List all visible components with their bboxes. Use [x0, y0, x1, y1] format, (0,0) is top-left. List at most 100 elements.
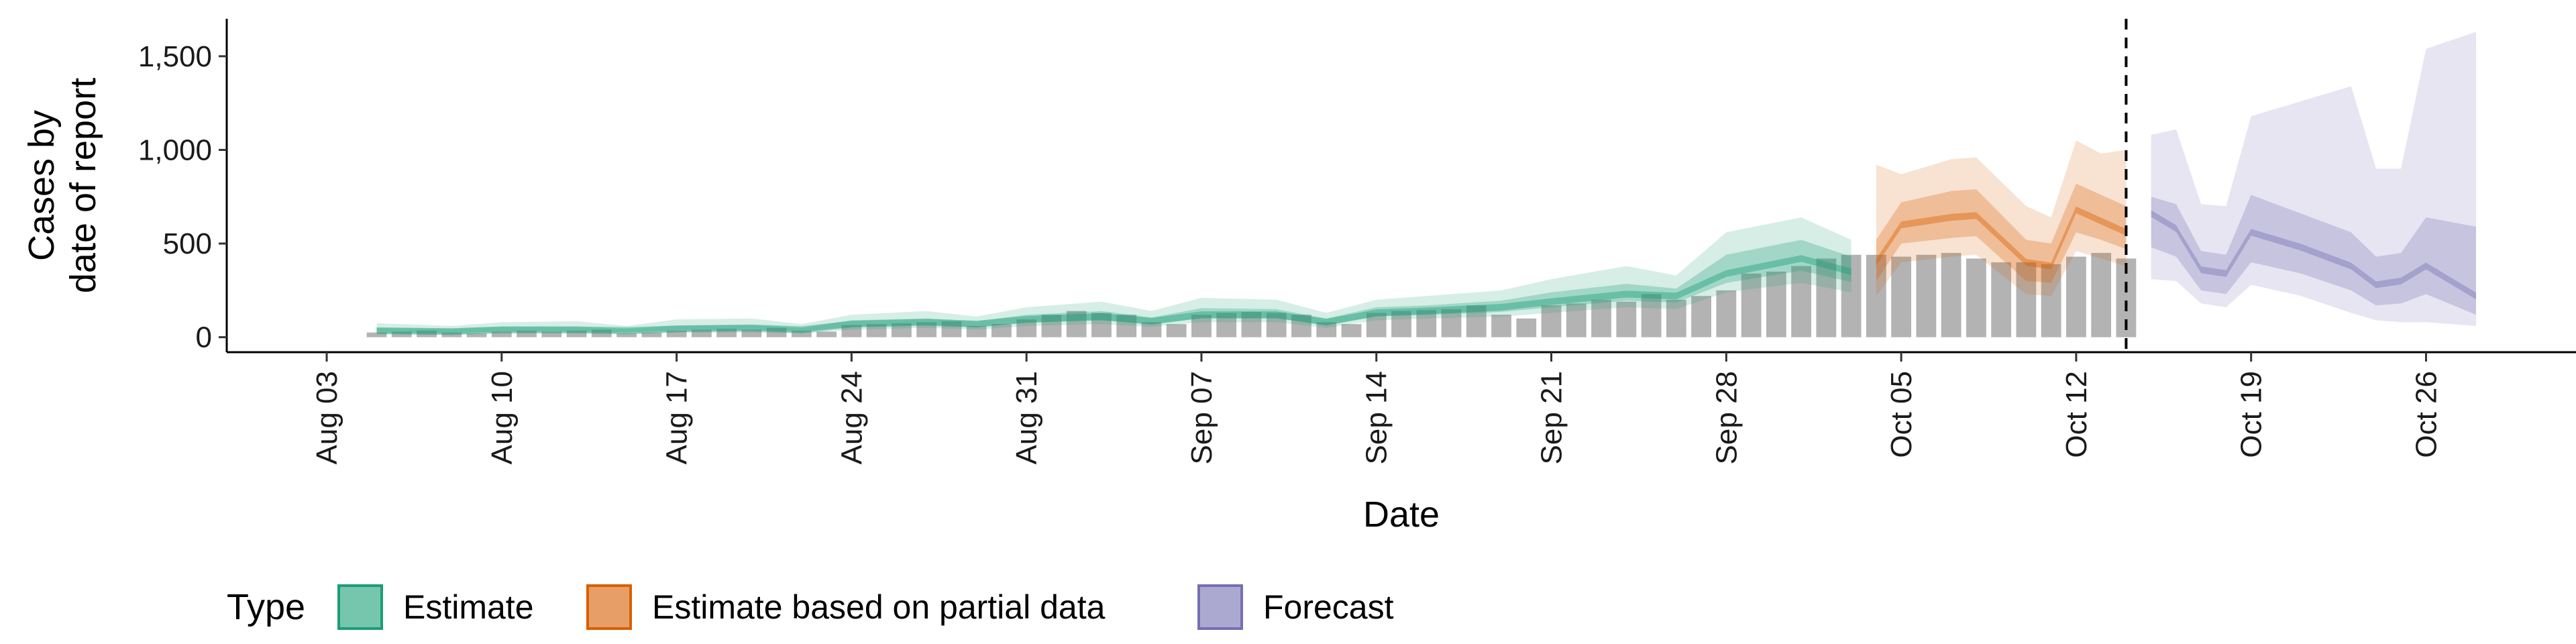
reported-cases-bar [916, 322, 937, 337]
reported-cases-bar [1516, 318, 1537, 337]
y-tick-label: 500 [163, 227, 212, 260]
reported-cases-bar [616, 333, 637, 337]
x-tick-label: Aug 24 [835, 371, 868, 464]
reported-cases-bar [391, 331, 412, 337]
reported-cases-bar [591, 329, 612, 337]
reported-cases-bar [1316, 322, 1337, 337]
reported-cases-bar [491, 331, 512, 337]
reported-cases-bar [441, 332, 462, 337]
x-axis-title: Date [1363, 494, 1440, 535]
reported-cases-bar [666, 330, 687, 337]
reported-cases-bar [866, 324, 887, 337]
x-tick-label: Oct 26 [2410, 371, 2443, 458]
reported-cases-bar [1366, 313, 1387, 337]
reported-cases-bar [641, 332, 662, 337]
reported-cases-bar [766, 327, 787, 337]
x-tick-label: Oct 19 [2235, 371, 2268, 458]
reported-cases-bar [841, 325, 862, 337]
estimate-band-50 [376, 239, 1851, 334]
reported-cases-bar [891, 323, 912, 337]
legend-key-forecast [1197, 584, 1243, 630]
reported-cases-bar [1566, 303, 1587, 337]
reported-cases-bar [1441, 309, 1462, 337]
reported-cases-bar [1741, 273, 1762, 337]
reported-cases-bar [1966, 258, 1986, 337]
y-tick-label: 1,500 [138, 40, 212, 73]
reported-cases-bar [1691, 296, 1711, 337]
y-axis-title-line: Cases by [21, 110, 62, 261]
reported-cases-bar [1866, 254, 1886, 337]
legend: Type Estimate Estimate based on partial d… [227, 584, 1394, 630]
legend-title: Type [227, 587, 305, 627]
reported-cases-bar [1791, 266, 1811, 337]
reported-cases-bar [1941, 253, 1962, 337]
reported-cases-bar [2016, 262, 2037, 337]
x-tick-label: Sep 14 [1360, 371, 1393, 464]
estimate-median-band [376, 255, 1851, 335]
reported-cases-bar [1841, 254, 1862, 337]
reported-cases-bar [1716, 290, 1737, 337]
x-tick-label: Aug 03 [311, 371, 343, 464]
forecast-band-50 [2151, 195, 2476, 315]
reported-cases-bar [1666, 299, 1686, 337]
reported-cases-bar [1216, 313, 1237, 337]
legend-label-estimate: Estimate [403, 588, 534, 626]
x-tick-label: Aug 31 [1010, 371, 1043, 464]
estimate-based-on-partial-data-median-band [1876, 206, 2127, 270]
y-tick-label: 0 [196, 321, 212, 354]
x-tick-label: Oct 05 [1885, 371, 1918, 458]
reported-cases-bar [517, 330, 537, 337]
reported-cases-bar [1541, 305, 1562, 337]
reported-cases-bar [1766, 271, 1786, 337]
reported-cases-bar [1816, 258, 1837, 337]
x-tick-label: Oct 12 [2060, 371, 2093, 458]
reported-cases-bar [1416, 310, 1437, 337]
reported-cases-bar [941, 321, 962, 337]
reported-cases-bar [1466, 305, 1487, 337]
reported-cases-bar [1491, 315, 1511, 337]
x-tick-label: Sep 07 [1185, 371, 1218, 464]
reported-cases-bar [1291, 315, 1311, 337]
y-axis-title: Cases bydate of report [21, 78, 103, 293]
estimate-ribbons [376, 32, 2476, 335]
reported-cases-bar [966, 325, 987, 337]
reported-cases-bar [1116, 315, 1137, 337]
y-axis-title-line: date of report [63, 78, 103, 293]
reported-cases-bar [1891, 256, 1912, 337]
x-tick-label: Aug 10 [486, 371, 519, 464]
reported-cases-bar [1591, 299, 1611, 337]
reported-cases-bar [1916, 254, 1937, 337]
estimate-based-on-partial-data-band-90 [1876, 140, 2127, 297]
forecast-band-90 [2151, 32, 2476, 326]
reported-cases-bar [1141, 322, 1162, 337]
reported-cases-bar [1241, 311, 1262, 337]
reported-cases-bar [1191, 315, 1212, 337]
x-tick-label: Aug 17 [661, 371, 694, 464]
estimate-band-90 [376, 217, 1851, 335]
reported-cases-bar [716, 329, 737, 337]
axes [225, 19, 2576, 354]
reported-cases-bar [991, 324, 1012, 337]
reported-cases-bars [366, 253, 2137, 337]
reported-cases-bar [2091, 253, 2112, 337]
legend-label-estimate-based-on-partial-data: Estimate based on partial data [652, 588, 1106, 626]
reported-cases-bar [816, 331, 837, 337]
reported-cases-bar [541, 331, 562, 337]
reported-cases-bar [1991, 262, 2012, 337]
x-tick-label: Sep 28 [1710, 371, 1743, 464]
reported-cases-bar [1166, 324, 1187, 337]
reported-cases-bar [1041, 315, 1062, 337]
reported-cases-bar [466, 333, 487, 337]
estimate-based-on-partial-data-band-50 [1876, 183, 2127, 283]
reported-cases-bar [566, 330, 587, 337]
reported-cases-bar [1066, 311, 1087, 337]
x-tick-label: Sep 21 [1536, 371, 1568, 464]
legend-label-forecast: Forecast [1263, 588, 1394, 626]
reported-cases-bar [1641, 294, 1662, 337]
y-ticks: 0 500 1,000 1,500 [138, 40, 227, 354]
reported-cases-bar [1341, 324, 1362, 337]
reported-cases-bar [2065, 256, 2086, 337]
forecast-median-band [2151, 210, 2476, 300]
reported-cases-bar [1091, 313, 1112, 337]
